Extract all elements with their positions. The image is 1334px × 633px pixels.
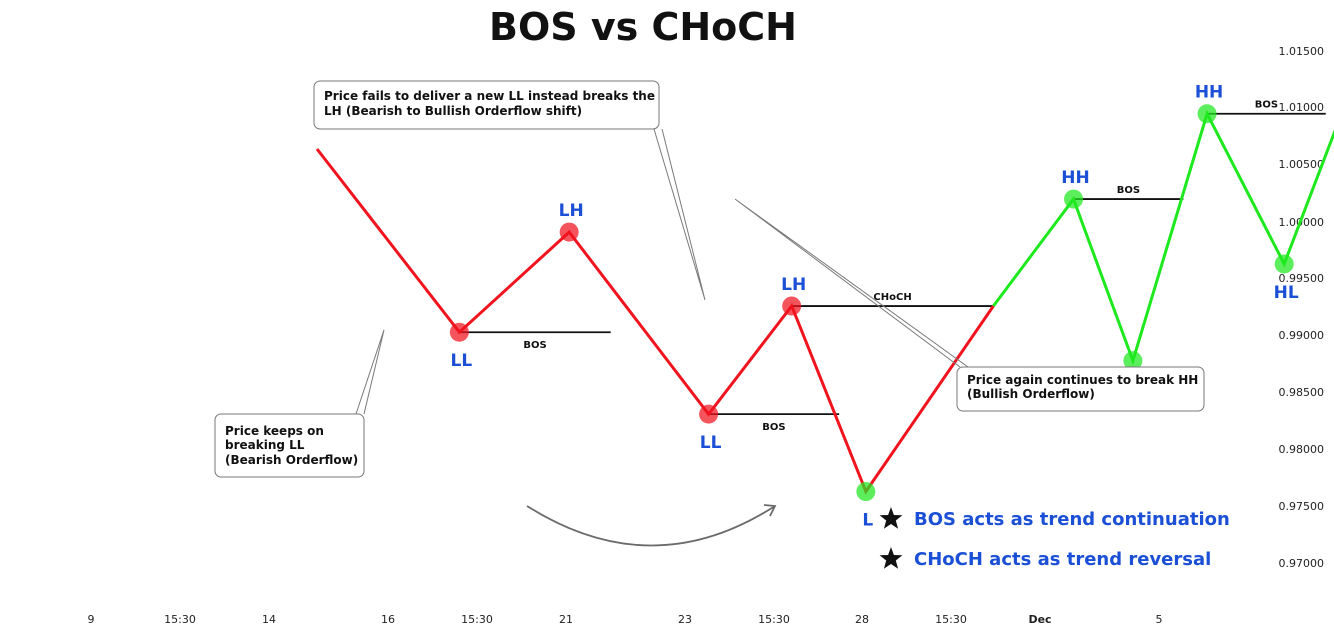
y-tick-label: 1.00500 xyxy=(1279,158,1325,171)
annotation-line: (Bullish Orderflow) xyxy=(967,387,1095,401)
x-tick-label: 15:30 xyxy=(164,613,196,626)
swing-point-marker xyxy=(559,222,579,242)
swing-point-label: HL xyxy=(1274,283,1299,303)
pointer-line xyxy=(734,198,969,368)
reversal-arrow xyxy=(526,504,777,547)
annotation-pointers xyxy=(355,128,969,415)
chart-title: BOS vs CHoCH xyxy=(489,5,797,49)
series-line xyxy=(315,148,995,495)
y-tick-label: 0.97000 xyxy=(1279,557,1325,570)
pointer-line xyxy=(653,128,706,301)
x-tick-label: 5 xyxy=(1156,613,1163,626)
x-tick-label: 15:30 xyxy=(758,613,790,626)
swing-point-marker xyxy=(1274,254,1294,274)
break-lines: BOS BOS CHoCH BOS BOS xyxy=(459,100,1326,433)
swing-point-label: LH xyxy=(559,201,584,221)
annotation-line: LH (Bearish to Bullish Orderflow shift) xyxy=(324,104,582,118)
annotation-box xyxy=(214,413,365,478)
swing-point-label: L xyxy=(862,511,873,531)
y-tick-label: 1.01000 xyxy=(1279,101,1325,114)
swing-points: LLLHLLLHLHHHLHHHL xyxy=(449,83,1299,531)
star-icon xyxy=(879,547,903,569)
annotation-box xyxy=(956,366,1205,412)
swing-point-label: LH xyxy=(781,275,806,295)
x-tick-label: 16 xyxy=(381,613,395,626)
annotation-bearish-orderflow: Price keeps on breaking LL (Bearish Orde… xyxy=(214,413,365,478)
swing-point-marker xyxy=(1064,189,1084,209)
break-label: BOS xyxy=(1117,185,1140,196)
legend-text-bos: BOS acts as trend continuation xyxy=(914,509,1230,530)
y-tick-label: 0.98000 xyxy=(1279,443,1325,456)
legend-text-choch: CHoCH acts as trend reversal xyxy=(914,549,1211,570)
annotation-line: Price fails to deliver a new LL instead … xyxy=(324,89,655,103)
swing-point-marker xyxy=(1123,351,1143,371)
x-tick-label: 23 xyxy=(678,613,692,626)
swing-point-label: LL xyxy=(700,433,722,453)
y-tick-label: 1.01500 xyxy=(1279,45,1325,58)
star-icon xyxy=(879,507,903,529)
break-label: BOS xyxy=(1255,100,1278,111)
pointer-line xyxy=(355,329,385,415)
swing-point-marker xyxy=(782,296,802,316)
legend: BOS acts as trend continuation CHoCH act… xyxy=(879,507,1230,570)
annotation-line: breaking LL xyxy=(225,438,305,452)
swing-point-label: HH xyxy=(1061,168,1089,188)
annotation-line: (Bearish Orderflow) xyxy=(225,453,358,467)
x-tick-label: 15:30 xyxy=(461,613,493,626)
annotation-line: Price keeps on xyxy=(225,424,324,438)
annotation-line: Price again continues to break HH xyxy=(967,373,1198,387)
y-tick-label: 0.97500 xyxy=(1279,500,1325,513)
arrowhead-icon xyxy=(763,504,777,517)
swing-point-marker xyxy=(449,322,469,342)
swing-point-marker xyxy=(856,482,876,502)
curved-arrow-icon xyxy=(526,505,776,547)
swing-point-marker xyxy=(1197,104,1217,124)
x-axis: 9 15:30 14 16 15:30 21 23 15:30 28 15:30… xyxy=(88,613,1163,626)
y-tick-label: 0.99000 xyxy=(1279,329,1325,342)
swing-point-marker xyxy=(699,404,719,424)
break-label: CHoCH xyxy=(873,292,911,303)
annotation-bullish-orderflow: Price again continues to break HH (Bulli… xyxy=(956,366,1205,412)
break-label: BOS xyxy=(762,422,785,433)
x-tick-label: Dec xyxy=(1028,613,1051,626)
y-tick-label: 0.98500 xyxy=(1279,386,1325,399)
x-tick-label: 15:30 xyxy=(935,613,967,626)
y-axis: 1.01500 1.01000 1.00500 1.00000 0.99500 … xyxy=(1279,45,1325,570)
swing-point-label: LL xyxy=(451,351,473,371)
series-line xyxy=(992,109,1334,366)
y-tick-label: 0.99500 xyxy=(1279,272,1325,285)
annotation-box xyxy=(313,80,660,130)
x-tick-label: 21 xyxy=(559,613,573,626)
x-tick-label: 9 xyxy=(88,613,95,626)
x-tick-label: 14 xyxy=(262,613,276,626)
swing-point-label: HH xyxy=(1195,83,1223,103)
annotation-orderflow-shift: Price fails to deliver a new LL instead … xyxy=(313,80,660,130)
x-tick-label: 28 xyxy=(855,613,869,626)
break-label: BOS xyxy=(523,340,546,351)
